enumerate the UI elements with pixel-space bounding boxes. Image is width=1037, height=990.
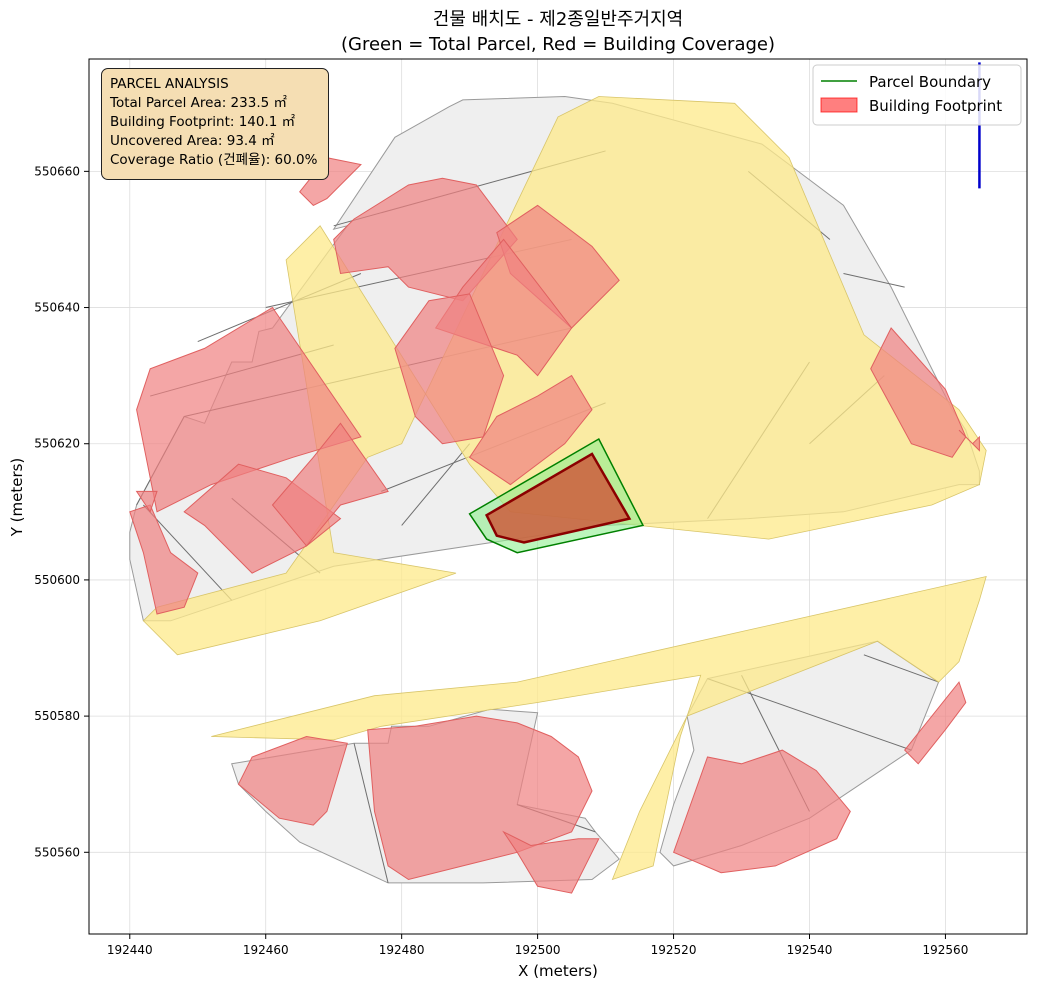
building-footprint (129, 504, 199, 615)
plot-area (89, 59, 1027, 934)
building-footprint (299, 157, 362, 207)
parcel-line (843, 273, 905, 288)
info-coverage: Coverage Ratio (건폐율): 60.0% (110, 152, 318, 168)
building-footprint (394, 293, 505, 445)
info-footprint: Building Footprint: 140.1 ㎡ (110, 114, 296, 130)
target-building (484, 452, 632, 544)
legend: Parcel Boundary Building Footprint (812, 64, 1022, 126)
building-footprint (468, 374, 593, 486)
axis-ticks: 192440 192460 192480 192500 192520 192540 1925… (34, 164, 968, 957)
building-footprint (136, 306, 362, 513)
y-tick-label: 550620 (34, 437, 80, 451)
parcel-line (143, 504, 233, 601)
building-footprint (135, 490, 158, 513)
y-tick-label: 550580 (34, 709, 80, 723)
x-tick-label: 192460 (243, 943, 289, 957)
info-total-area: Total Parcel Area: 233.5 ㎡ (110, 95, 287, 111)
y-tick-label: 550600 (34, 573, 80, 587)
building-footprint (502, 830, 600, 894)
legend-label-building: Building Footprint (869, 97, 1002, 115)
y-tick-label: 550660 (34, 164, 80, 178)
building-footprint (367, 715, 593, 881)
buildings (129, 157, 980, 894)
x-tick-label: 192480 (379, 943, 425, 957)
parcel-line (401, 443, 471, 526)
legend-frame (812, 64, 1022, 126)
parcel-line (353, 743, 389, 884)
info-uncovered: Uncovered Area: 93.4 ㎡ (110, 133, 275, 149)
parcel-analysis-box: PARCEL ANALYSIS Total Parcel Area: 233.5… (101, 68, 329, 180)
building-footprint (237, 735, 348, 826)
y-tick-label: 550560 (34, 845, 80, 859)
building-footprint (870, 327, 967, 458)
x-tick-label: 192560 (923, 943, 969, 957)
x-tick-label: 192440 (107, 943, 153, 957)
road (211, 575, 987, 881)
target-parcel-group (468, 437, 645, 554)
x-axis-label: X (meters) (518, 962, 598, 980)
legend-label-parcel: Parcel Boundary (869, 73, 991, 91)
roads (142, 96, 987, 881)
info-heading: PARCEL ANALYSIS (110, 76, 229, 92)
y-axis-label: Y (meters) (8, 458, 26, 538)
building-footprint (271, 422, 389, 547)
building-footprint (958, 429, 980, 452)
legend-swatch-building (820, 97, 858, 113)
building-footprint (904, 681, 967, 765)
x-tick-label: 192540 (787, 943, 833, 957)
chart-title: 건물 배치도 - 제2종일반주거지역 (433, 9, 683, 30)
building-footprint (672, 749, 851, 874)
plot-frame (88, 58, 1028, 935)
x-tick-label: 192520 (651, 943, 697, 957)
parcel-line (863, 654, 939, 683)
chart-subtitle: (Green = Total Parcel, Red = Building Co… (341, 34, 775, 55)
road (142, 96, 987, 656)
x-tick-label: 192500 (515, 943, 561, 957)
y-tick-label: 550640 (34, 301, 80, 315)
